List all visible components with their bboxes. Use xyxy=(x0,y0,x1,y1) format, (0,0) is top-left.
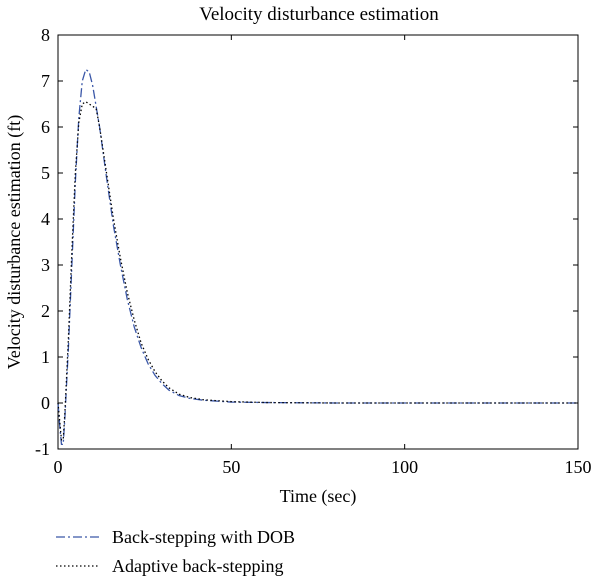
plot-frame xyxy=(57,34,579,450)
x-tick-label: 100 xyxy=(391,457,418,477)
y-tick-label: 2 xyxy=(41,301,50,321)
y-tick-label: -1 xyxy=(35,439,50,459)
y-tick-label: 1 xyxy=(41,347,50,367)
x-tick-label: 150 xyxy=(565,457,592,477)
y-tick-label: 3 xyxy=(41,255,50,275)
x-tick-label: 50 xyxy=(222,457,240,477)
series-line-2 xyxy=(57,101,578,441)
legend-label-2: Adaptive back-stepping xyxy=(112,556,283,576)
y-tick-label: 8 xyxy=(41,25,50,45)
series-line-1 xyxy=(57,68,578,446)
x-axis-ticks: 0 50 100 150 xyxy=(54,35,592,477)
y-tick-label: 7 xyxy=(41,71,50,91)
y-tick-label: 6 xyxy=(41,117,50,137)
y-axis-ticks: -1 0 1 2 3 4 5 6 7 8 xyxy=(35,25,578,459)
legend: Back-stepping with DOB Adaptive back-step… xyxy=(56,527,295,576)
y-tick-label: 4 xyxy=(41,209,50,229)
y-tick-label: 0 xyxy=(41,393,50,413)
legend-label-1: Back-stepping with DOB xyxy=(112,527,295,547)
x-tick-label: 0 xyxy=(54,457,63,477)
y-tick-label: 5 xyxy=(41,163,50,183)
chart-title: Velocity disturbance estimation xyxy=(199,4,439,25)
series-lines xyxy=(57,68,578,446)
y-axis-label: Velocity disturbance estimation (ft) xyxy=(4,115,25,369)
x-axis-label: Time (sec) xyxy=(280,486,357,507)
